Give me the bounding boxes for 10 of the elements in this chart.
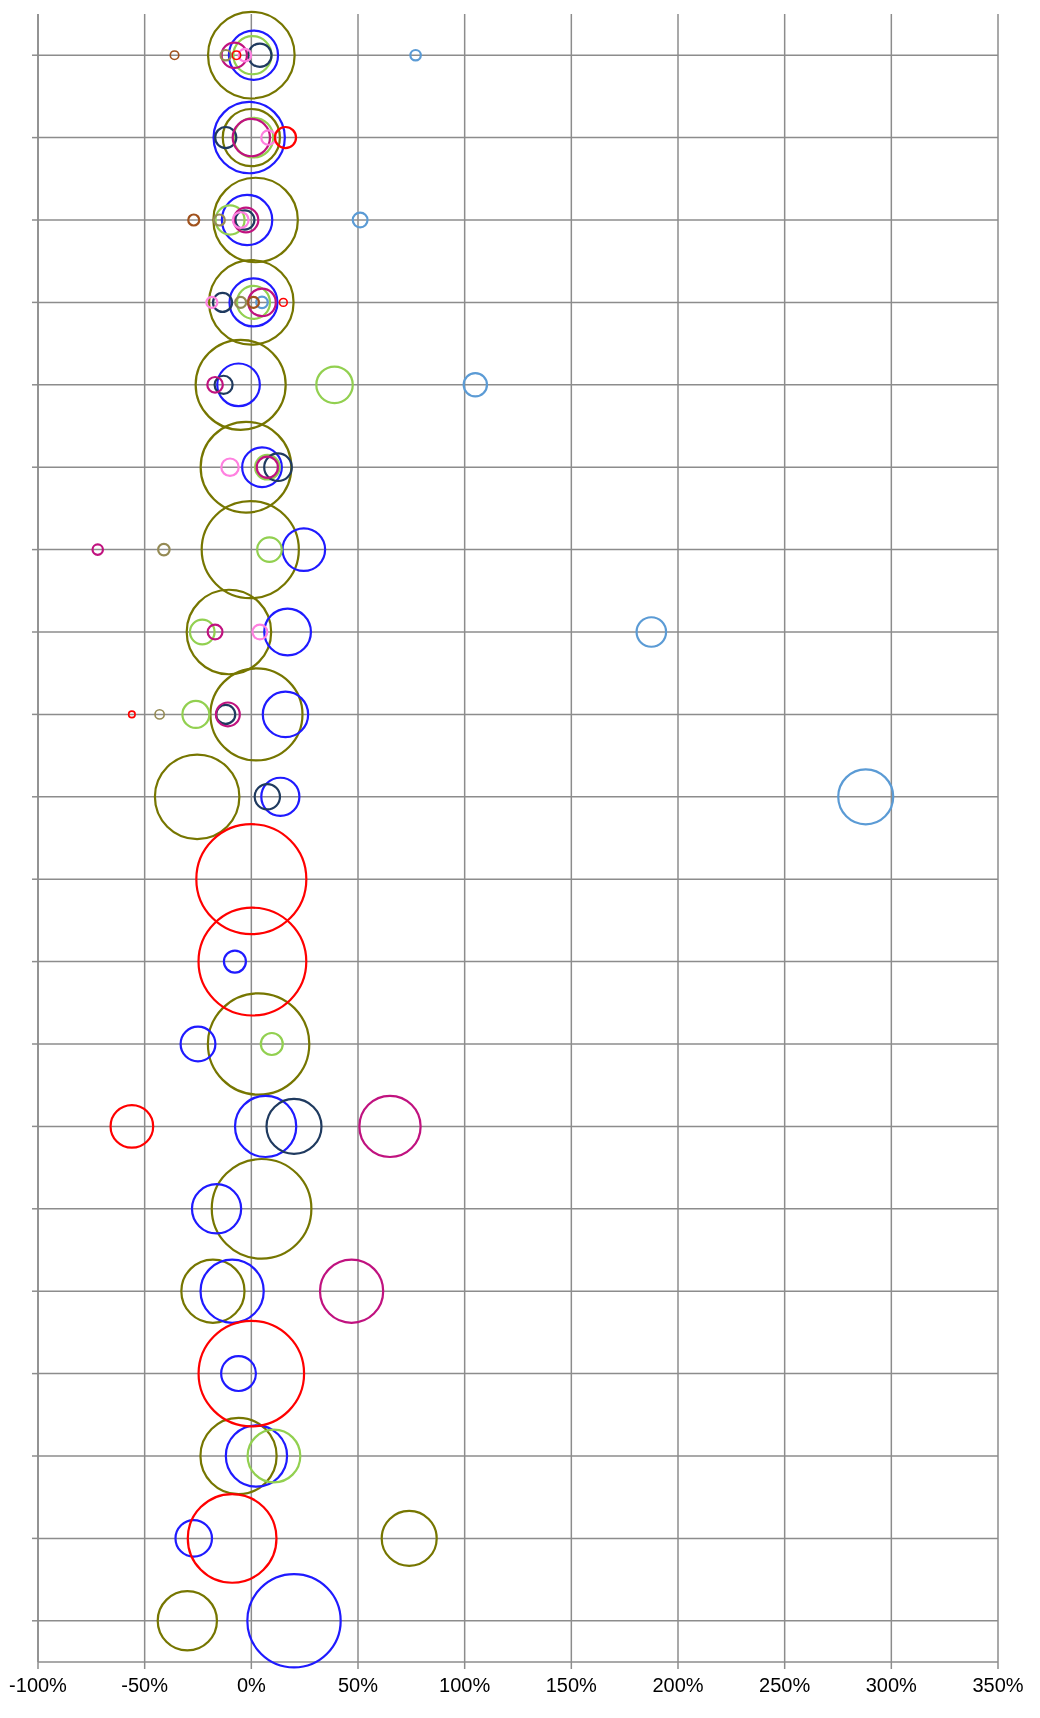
x-tick-label: 200% (652, 1674, 704, 1696)
x-tick-label: -100% (9, 1674, 68, 1696)
x-tick-label: -50% (121, 1674, 169, 1696)
x-tick-label: 50% (337, 1674, 379, 1696)
x-tick-label: 150% (545, 1674, 598, 1696)
x-tick-label: 350% (972, 1674, 1024, 1696)
x-tick-label: 250% (759, 1674, 811, 1696)
x-tick-label: 100% (439, 1674, 491, 1696)
x-tick-label: 300% (865, 1674, 918, 1696)
x-tick-label: 0% (236, 1674, 266, 1696)
